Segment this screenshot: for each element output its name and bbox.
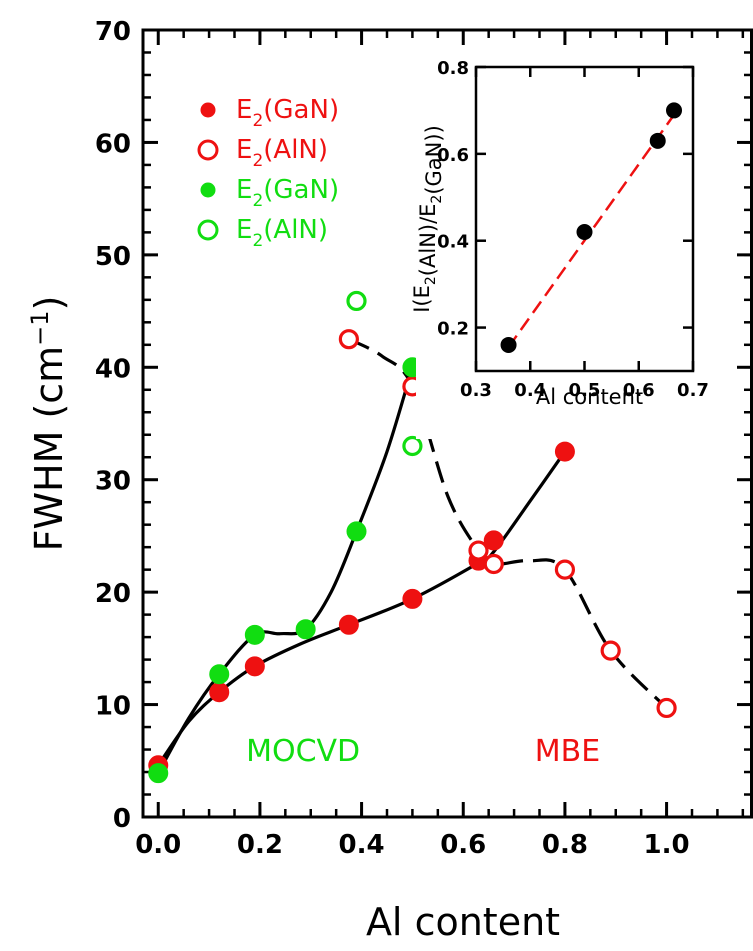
plot-frame xyxy=(141,28,753,819)
point-green-filled xyxy=(346,521,367,542)
inset-x-tick-label: 0.3 xyxy=(460,380,492,401)
inset-point xyxy=(649,132,666,149)
inset-background xyxy=(416,57,701,439)
legend-label: E2(GaN) xyxy=(236,175,339,211)
point-red-filled xyxy=(209,682,230,703)
inset-plot: 0.3 0.4 0.5 0.6 0.7 0.2 0.4 0.6 0.8 Al content I(E… xyxy=(410,57,709,439)
legend-marker-filled xyxy=(200,102,216,118)
point-red-open xyxy=(554,559,576,580)
x-tick-label: 0.8 xyxy=(542,830,588,860)
point-green-open xyxy=(346,290,367,312)
inset-y-axis-title-part: (GaN)) xyxy=(422,125,446,194)
inset-x-tick-label: 0.6 xyxy=(623,380,655,401)
y-axis-title-close: ) xyxy=(27,296,71,311)
inset-y-tick-label: 0.4 xyxy=(437,232,469,253)
legend-marker-open xyxy=(197,219,219,241)
inset-y-tick-label: 0.6 xyxy=(437,145,469,166)
x-tick-label: 0.0 xyxy=(135,830,181,860)
point-red-filled xyxy=(554,441,575,462)
main-plot: 0.0 0.2 0.4 0.6 0.8 1.0 0 10 20 30 40 50 60 70 Al cont… xyxy=(26,17,753,944)
legend-label: E2(GaN) xyxy=(236,95,339,131)
legend-label-main: E xyxy=(236,95,252,125)
curve-solid xyxy=(156,450,567,767)
inset-y-axis-title-part: I(E xyxy=(410,285,434,313)
inset-fit-line xyxy=(507,114,676,348)
point-green-filled xyxy=(148,763,169,784)
inset-y-axis-title-part: (AlN)/E xyxy=(416,204,440,277)
annotation-mbe: MBE xyxy=(535,734,600,769)
x-axis-title: Al content xyxy=(366,900,560,944)
legend-label-main: E xyxy=(236,175,252,205)
point-red-filled xyxy=(402,588,423,609)
annotation-mocvd: MOCVD xyxy=(246,734,360,769)
legend-label-sub: 2 xyxy=(252,231,263,251)
point-red-open xyxy=(338,329,359,350)
inset-x-axis-title: Al content xyxy=(536,385,643,409)
legend-label-main: E xyxy=(236,215,252,245)
y-axis-title: FWHM (cm−1) xyxy=(26,296,71,552)
legend-label-rest: (GaN) xyxy=(263,175,339,205)
inset-point xyxy=(500,336,517,353)
legend-marker-open xyxy=(197,139,219,161)
x-tick-label: 0.2 xyxy=(237,830,283,860)
inset-y-axis-title: I(E2(AlN)/E2(GaN)) xyxy=(410,125,446,313)
inset-x-tick-label: 0.4 xyxy=(514,380,546,401)
point-green-filled xyxy=(244,624,265,645)
point-green-open xyxy=(402,435,423,457)
point-red-open xyxy=(483,553,504,575)
y-tick-label: 0 xyxy=(113,804,131,834)
y-axis-title-main: FWHM (cm xyxy=(27,346,71,552)
point-red-filled xyxy=(338,614,359,635)
legend-label-sub: 2 xyxy=(252,151,263,171)
x-tick-label: 0.4 xyxy=(339,830,385,860)
y-axis-title-sup: −1 xyxy=(26,310,54,345)
y-tick-label: 70 xyxy=(95,17,131,47)
x-tick-label: 1.0 xyxy=(644,830,690,860)
point-red-open xyxy=(468,540,489,561)
legend-label-sub: 2 xyxy=(252,111,263,131)
legend-label-rest: (AlN) xyxy=(263,215,328,245)
y-tick-label: 20 xyxy=(95,579,131,609)
inset-point xyxy=(666,102,683,119)
point-red-open xyxy=(600,640,621,661)
legend-label: E2(AlN) xyxy=(236,135,328,171)
legend-label-rest: (AlN) xyxy=(263,135,328,165)
legend-label-sub: 2 xyxy=(252,191,263,211)
inset-y-tick-label: 0.8 xyxy=(437,58,469,79)
y-tick-label: 50 xyxy=(95,242,131,272)
y-tick-label: 10 xyxy=(95,692,131,722)
inset-x-tick-label: 0.5 xyxy=(569,380,601,401)
y-tick-label: 60 xyxy=(95,129,131,159)
inset-x-tick-label: 0.7 xyxy=(677,380,709,401)
inset-y-tick-label: 0.2 xyxy=(437,319,469,340)
legend-label: E2(AlN) xyxy=(236,215,328,251)
point-green-filled xyxy=(209,664,230,685)
legend-label-rest: (GaN) xyxy=(263,95,339,125)
inset-y-axis-title-part: 2 xyxy=(429,195,445,204)
point-red-filled xyxy=(483,530,504,551)
inset-y-axis-title-part: 2 xyxy=(423,276,439,285)
point-green-filled xyxy=(295,619,316,640)
point-red-filled xyxy=(244,656,265,677)
legend-label-main: E xyxy=(236,135,252,165)
y-tick-label: 30 xyxy=(95,467,131,497)
legend: E2(GaN)E2(AlN)E2(GaN)E2(AlN) xyxy=(197,95,339,251)
x-tick-label: 0.6 xyxy=(440,830,486,860)
legend-marker-filled xyxy=(200,182,216,198)
point-red-open xyxy=(656,697,677,719)
inset-point xyxy=(576,224,593,241)
y-tick-label: 40 xyxy=(95,354,131,384)
